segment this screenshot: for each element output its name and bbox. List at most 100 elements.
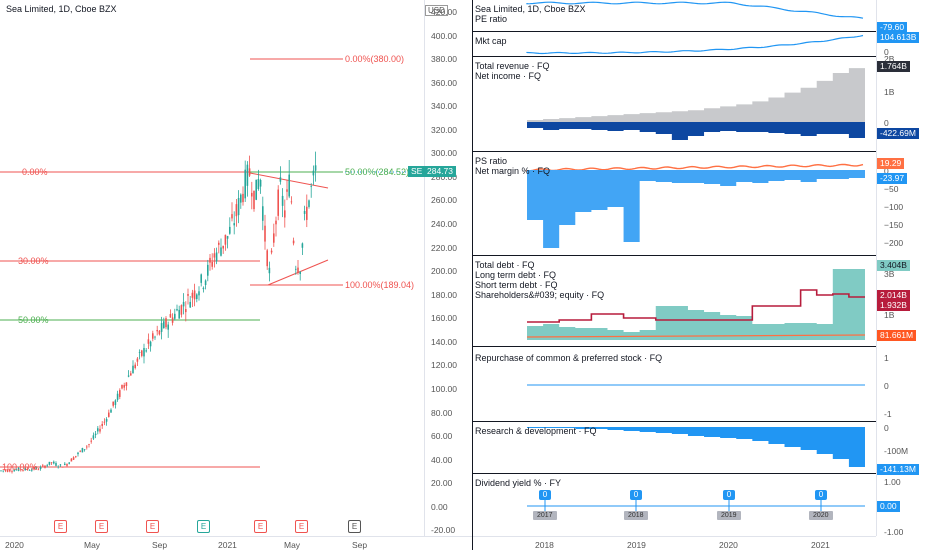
earnings-marker[interactable]: E [197, 520, 210, 533]
candle-body [35, 467, 37, 469]
candle-body [123, 385, 125, 388]
earnings-marker[interactable]: E [54, 520, 67, 533]
pane-separator[interactable] [472, 255, 876, 256]
netincome-pane-title: Net income · FQ [475, 71, 542, 81]
candle-body [86, 446, 88, 448]
candle-body [165, 318, 167, 328]
dividend-pane-title: Dividend yield % · FY [475, 478, 562, 488]
candle-body [88, 444, 90, 445]
dividend-marker[interactable]: 0 [539, 490, 551, 500]
candle-body [288, 174, 290, 197]
dividend-marker[interactable]: 0 [723, 490, 735, 500]
candle-body [97, 428, 99, 432]
pane-separator[interactable] [472, 31, 876, 32]
ltd-line [527, 289, 865, 323]
dividend-marker[interactable]: 0 [815, 490, 827, 500]
earnings-marker[interactable]: E [295, 520, 308, 533]
candle-body [277, 189, 279, 216]
time-label: Sep [352, 540, 368, 550]
candle-body [72, 457, 75, 460]
candle-body [9, 469, 11, 472]
candle-body [0, 470, 2, 472]
candle-body [154, 336, 156, 338]
axis-label: 0 [884, 166, 889, 176]
price-axis-label: 120.00 [431, 360, 457, 371]
price-chart[interactable] [0, 0, 424, 535]
fib-label-right-100: 100.00%(189.04) [345, 280, 415, 290]
revenue-pane-title: Total revenue · FQ [475, 61, 550, 71]
earnings-marker[interactable]: E [146, 520, 159, 533]
price-axis-label: 100.00 [431, 383, 457, 394]
pane-separator[interactable] [472, 56, 876, 57]
mktcap-pane-title: Mkt cap [475, 36, 507, 46]
candle-body [70, 458, 73, 462]
candle-body [169, 314, 172, 318]
price-axis-label: 200.00 [431, 266, 457, 277]
netmargin-area [527, 170, 865, 248]
earnings-marker[interactable]: E [95, 520, 108, 533]
candle-body [209, 257, 211, 263]
year-badge: 2020 [809, 511, 833, 520]
price-axis-label: 340.00 [431, 101, 457, 112]
price-axis[interactable]: 420.00 400.00 380.00 360.00 340.00 320.00 300.… [424, 0, 473, 536]
earnings-marker[interactable]: E [254, 520, 267, 533]
candle-body [127, 375, 130, 377]
candle-body [64, 463, 66, 465]
right-axis-border [876, 0, 877, 536]
candle-body [248, 168, 251, 176]
candle-body [83, 449, 86, 451]
candle-body [112, 401, 114, 406]
pe-value-tag: -79.60 [877, 22, 908, 33]
netincome-area [527, 122, 865, 140]
candle-body [99, 428, 101, 432]
time-label: 2019 [627, 540, 646, 550]
pane-separator[interactable] [472, 346, 876, 347]
candle-body [259, 180, 262, 187]
candle-body [134, 364, 136, 369]
repurchase-pane-title: Repurchase of common & preferred stock ·… [475, 353, 663, 363]
ps-pane-title: PS ratio [475, 156, 508, 166]
candle-body [31, 469, 33, 471]
candle-body [167, 324, 169, 330]
time-label: 2021 [811, 540, 830, 550]
candle-body [39, 467, 42, 469]
price-axis-label: 360.00 [431, 77, 457, 88]
price-axis-label: 140.00 [431, 336, 457, 347]
time-label: May [84, 540, 101, 550]
candle-body [235, 204, 238, 217]
debt-pane-title: Total debt · FQ [475, 260, 535, 270]
pane-separator[interactable] [472, 151, 876, 152]
netmargin-value-tag: -23.97 [877, 173, 908, 184]
candle-body [53, 461, 55, 464]
price-axis-label: -20.00 [431, 525, 456, 536]
earnings-marker[interactable]: E [348, 520, 361, 533]
candle-body [237, 197, 240, 216]
candle-body [66, 463, 68, 466]
rd-value-tag: -141.13M [877, 464, 919, 475]
candle-body [17, 467, 20, 471]
candle-body [160, 323, 163, 332]
totaldebt-area [527, 269, 865, 340]
candle-body [116, 393, 119, 400]
candle-body [231, 214, 233, 219]
time-axis-left[interactable]: 2020 May Sep 2021 May Sep [0, 536, 472, 551]
fib-label-left-100: 100.00% [2, 462, 38, 472]
pane-divider[interactable] [472, 0, 473, 550]
candle-body [226, 236, 229, 239]
time-axis-right[interactable]: 2018 2019 2020 2021 [473, 536, 876, 551]
candle-body [270, 250, 273, 253]
candle-body [2, 470, 4, 472]
pane-separator[interactable] [472, 421, 876, 422]
currency-button[interactable]: USD [425, 5, 448, 16]
mktcap-line [526, 34, 864, 55]
axis-label: 2B [884, 54, 895, 64]
axis-label: 1B [884, 87, 895, 97]
candle-body [138, 352, 141, 353]
dividend-marker[interactable]: 0 [630, 490, 642, 500]
ps-ratio-line [526, 163, 864, 172]
candle-body [242, 193, 244, 203]
candle-body [103, 421, 106, 423]
pane-separator[interactable] [472, 473, 876, 474]
candle-body [312, 170, 315, 176]
fundamentals-chart[interactable] [472, 0, 932, 550]
